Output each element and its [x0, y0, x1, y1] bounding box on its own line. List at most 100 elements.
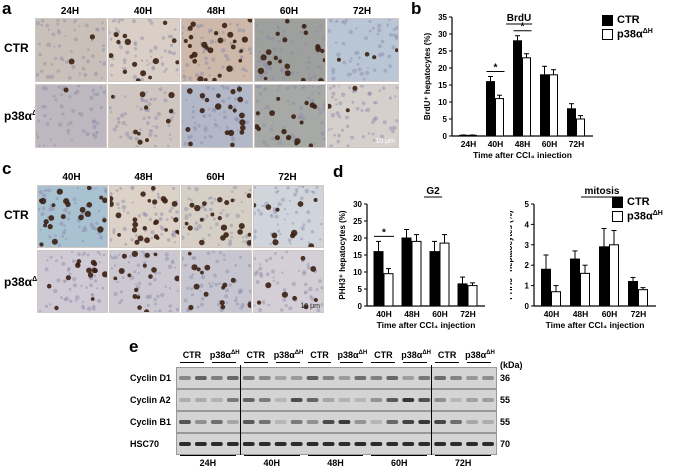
- timepoint-bracket: [307, 455, 364, 456]
- nucleus: [64, 296, 69, 301]
- blot-kda: 55: [500, 417, 511, 427]
- protein-band: [370, 398, 383, 402]
- nucleus: [122, 226, 127, 232]
- positive-nucleus: [275, 31, 280, 36]
- nucleus: [262, 123, 266, 127]
- nucleus: [294, 188, 299, 192]
- nucleus: [192, 125, 197, 130]
- positive-nucleus: [320, 48, 325, 54]
- nucleus: [255, 85, 260, 89]
- positive-nucleus: [132, 294, 138, 299]
- nucleus: [120, 19, 125, 22]
- nucleus: [109, 106, 112, 110]
- nucleus: [200, 302, 204, 307]
- nucleus: [348, 59, 352, 63]
- positive-nucleus: [257, 67, 265, 75]
- nucleus: [291, 140, 294, 143]
- nucleus: [56, 278, 61, 283]
- nucleus: [48, 207, 53, 212]
- nucleus: [81, 66, 86, 71]
- nucleus: [112, 230, 116, 233]
- nucleus: [140, 98, 145, 103]
- nucleus: [213, 273, 217, 278]
- protein-band: [322, 442, 335, 446]
- nucleus: [117, 20, 121, 24]
- nucleus: [151, 65, 155, 69]
- nucleus: [119, 290, 124, 294]
- positive-nucleus: [224, 200, 230, 206]
- positive-nucleus: [113, 32, 119, 38]
- bar: [439, 242, 450, 307]
- nucleus: [361, 101, 366, 106]
- positive-nucleus: [43, 223, 48, 228]
- positive-nucleus: [148, 75, 152, 80]
- nucleus: [310, 92, 314, 95]
- nucleus: [182, 120, 184, 124]
- nucleus: [60, 256, 63, 259]
- micrograph-tile: [181, 84, 253, 148]
- nucleus: [351, 100, 355, 104]
- nucleus: [309, 295, 312, 298]
- nucleus: [56, 19, 60, 23]
- nucleus: [150, 129, 153, 133]
- nucleus: [130, 238, 134, 242]
- panel-c-letter: c: [2, 159, 12, 178]
- nucleus: [60, 296, 63, 299]
- legend-d-ko-label: p38αΔH: [627, 210, 663, 223]
- nucleus: [367, 91, 372, 96]
- nucleus: [37, 42, 41, 46]
- positive-nucleus: [297, 201, 304, 207]
- nucleus: [222, 209, 225, 212]
- positive-nucleus: [153, 219, 159, 225]
- micrograph-tile: 10 μm: [327, 84, 399, 148]
- nucleus: [123, 209, 126, 212]
- nucleus: [239, 255, 243, 259]
- nucleus: [165, 218, 169, 221]
- nucleus: [335, 111, 340, 116]
- nucleus: [160, 56, 163, 59]
- positive-nucleus: [265, 49, 272, 55]
- protein-band: [386, 376, 399, 380]
- nucleus: [133, 42, 138, 47]
- nucleus: [328, 128, 330, 132]
- nucleus: [48, 235, 52, 239]
- nucleus: [61, 58, 65, 62]
- nucleus: [381, 86, 386, 90]
- positive-nucleus: [187, 43, 192, 49]
- nucleus: [86, 59, 90, 64]
- nucleus: [173, 241, 176, 244]
- nucleus: [202, 237, 205, 241]
- nucleus: [328, 19, 333, 23]
- positive-nucleus: [216, 93, 221, 98]
- nucleus: [110, 191, 113, 197]
- micrograph-tile: [108, 84, 180, 148]
- nucleus: [38, 207, 41, 212]
- nucleus: [302, 270, 307, 274]
- nucleus: [257, 38, 261, 42]
- nucleus: [323, 100, 325, 103]
- positive-nucleus: [202, 201, 207, 206]
- lane-header: p38αΔH: [337, 350, 368, 360]
- positive-nucleus: [160, 196, 167, 202]
- positive-nucleus: [308, 243, 315, 247]
- nucleus: [383, 68, 388, 73]
- nucleus: [258, 271, 263, 276]
- row-label: CTR: [4, 207, 29, 222]
- nucleus: [196, 24, 201, 29]
- y-axis-label: PHH3⁺ hepatocytes (%): [510, 210, 514, 299]
- nucleus: [75, 295, 80, 300]
- nucleus: [365, 107, 371, 113]
- nucleus: [140, 78, 145, 81]
- nucleus: [297, 115, 301, 120]
- nucleus: [85, 205, 88, 208]
- positive-nucleus: [232, 108, 237, 113]
- positive-nucleus: [142, 226, 147, 231]
- nucleus: [240, 302, 245, 307]
- bar: [551, 291, 561, 307]
- nucleus: [136, 263, 141, 267]
- nucleus: [164, 252, 169, 257]
- nucleus: [330, 127, 333, 130]
- nucleus: [274, 186, 278, 190]
- nucleus: [183, 79, 187, 81]
- positive-nucleus: [137, 305, 142, 310]
